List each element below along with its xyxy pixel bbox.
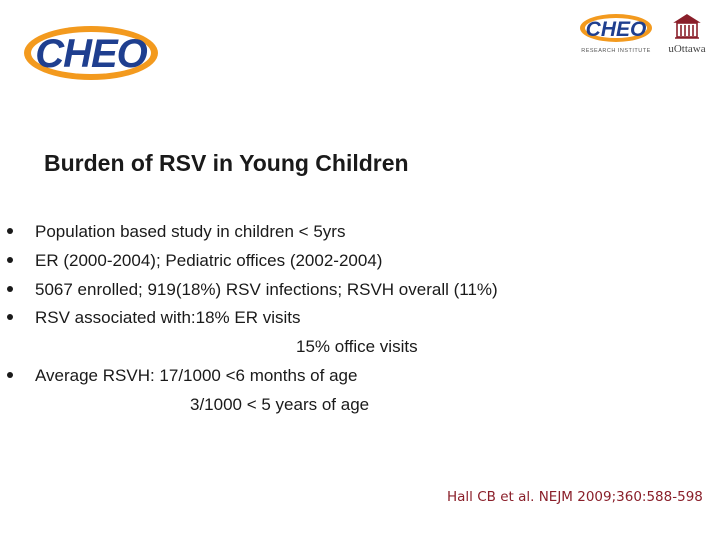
uottawa-logo: uOttawa (668, 14, 706, 55)
uottawa-building-icon (673, 14, 701, 39)
bullet-dot (7, 257, 13, 263)
bullet-dot (7, 314, 13, 320)
bullet-continuation-text: 15% office visits (296, 337, 418, 356)
bullet-dot (7, 372, 13, 378)
bullet-text: 5067 enrolled; 919(18%) RSV infections; … (35, 280, 498, 299)
bullet-continuation-text: 3/1000 < 5 years of age (190, 395, 370, 414)
slide-title: Burden of RSV in Young Children (44, 150, 409, 176)
cheo-logo-text: CHEO (35, 32, 147, 76)
bullet-text: ER (2000-2004); Pediatric offices (2002-… (35, 251, 383, 270)
cheo-research-logo-text: CHEO (586, 18, 647, 41)
bullet-dot (7, 228, 13, 234)
bullet-text: RSV associated with:18% ER visits (35, 308, 301, 327)
cheo-research-logo: CHEO RESEARCH INSTITUTE (580, 14, 652, 54)
bullet-text: Average RSVH: 17/1000 <6 months of age (35, 366, 358, 385)
bullet-text: Population based study in children < 5yr… (35, 222, 346, 241)
bullet-dot (7, 286, 13, 292)
citation: Hall CB et al. NEJM 2009;360:588-598 (447, 489, 703, 505)
research-institute-label: RESEARCH INSTITUTE (581, 48, 651, 54)
uottawa-logo-text: uOttawa (668, 43, 705, 55)
cheo-logo: CHEO (24, 26, 158, 80)
